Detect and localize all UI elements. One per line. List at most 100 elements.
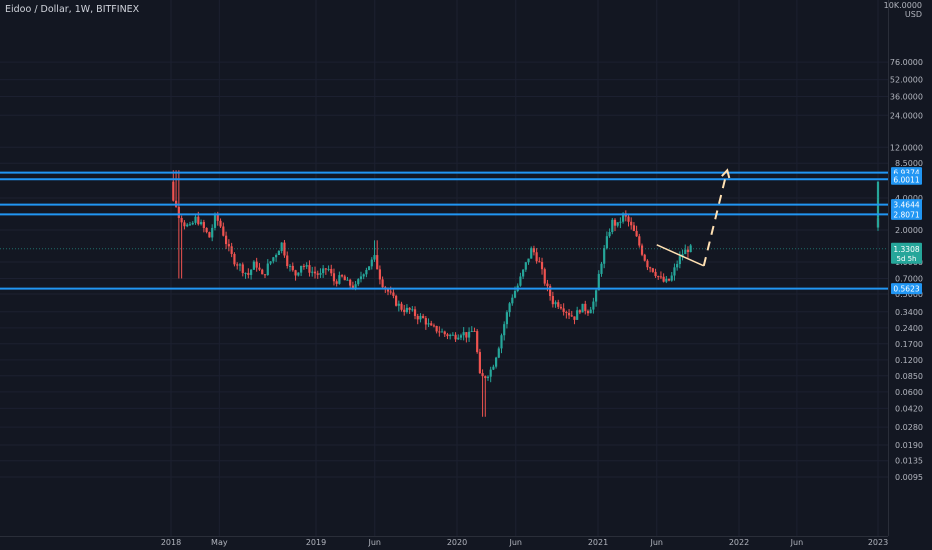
candle-body [511,297,514,304]
candle-body [324,268,327,270]
candle-body [665,278,668,282]
time-tick-label: Jun [790,538,804,547]
candle-body [213,214,217,228]
horizontal-levels[interactable] [0,171,888,290]
candle-body [389,291,392,293]
candle-body [551,296,554,305]
candle-body [194,216,197,223]
candle-body [340,275,344,277]
candle-body [381,279,384,288]
candle-body [403,309,406,313]
drawings[interactable] [656,168,731,267]
candle-body [332,273,336,282]
candle-body [557,302,560,307]
candle-body [236,264,239,266]
time-tick-label: 2022 [729,538,749,547]
candle-body [470,330,473,332]
candle-body [478,352,481,374]
candle-body [411,309,414,311]
candle-body [540,262,544,270]
last-price-badge [891,242,922,264]
candle-body [459,335,463,338]
price-tick-label: 8.5000 [895,159,923,168]
candle-body [172,181,175,201]
candle-body [202,222,205,228]
candle-body [432,325,436,327]
candle-body [424,318,427,325]
chart-grid [0,0,888,536]
price-tick-label: 0.1700 [895,340,923,349]
candle-body [219,220,222,227]
price-tick-label: 0.0190 [895,441,923,450]
candle-body [305,265,308,267]
candle-body [373,255,376,260]
candle-body [446,334,449,337]
candle-body [208,232,211,238]
level-price-text: 6.9374 [893,169,919,178]
time-tick-label: Jun [509,538,523,547]
candle-body [605,236,608,249]
price-tick-label: 0.7000 [895,274,923,283]
time-tick-label: 2018 [161,538,181,547]
candles [172,170,880,417]
candle-body [186,224,189,227]
candle-body [530,248,533,259]
candle-body [277,251,280,256]
candle-body [619,221,622,223]
candle-body [408,307,411,310]
candle-body [343,276,346,281]
level-price-badge [891,283,922,295]
candle-body [224,235,228,245]
candle-body [395,295,398,306]
candle-body [327,268,330,270]
candle-body [503,324,506,336]
candle-body [576,310,579,320]
candle-body [519,276,522,286]
candle-body [422,315,425,319]
candle-body [640,245,644,255]
candle-body [222,226,225,236]
candle-body [570,315,573,317]
candle-body [346,279,349,281]
candle-body [291,265,294,271]
candle-body [535,252,538,262]
candle-body [283,242,286,256]
candle-body [603,248,606,264]
candle-body [649,267,652,269]
last-price-text: 1.3308 [893,245,919,254]
candle-body [876,217,880,228]
candle-body [349,279,352,286]
candle-body [876,197,880,218]
candle-body [654,271,657,277]
candle-body [643,254,646,261]
candle-body [451,334,454,336]
candle-body [359,276,363,280]
candle-body [297,272,300,276]
candle-body [435,325,438,332]
time-axis[interactable]: 2018 May 2019 Jun 2020 Jun 2021 Jun 2022 Jun 2023 [0,536,888,548]
candle-body [230,246,233,254]
candle-body [211,227,214,238]
candle-body [367,266,371,270]
candle-body [311,271,314,273]
candle-body [199,222,203,225]
candle-body [494,357,498,367]
candle-body [252,261,255,270]
time-tick-label: May [211,538,228,547]
price-tick-label: 0.0135 [895,457,923,466]
candle-body [255,261,258,268]
price-tick-label: 0.0600 [895,388,923,397]
candle-body [294,270,297,276]
candle-body [244,272,247,274]
candle-body [681,254,684,257]
chart-title: Eidoo / Dollar, 1W, BITFINEX [5,4,140,15]
time-tick-label: 2021 [588,538,608,547]
candle-body [386,288,390,292]
projection-arrowhead [721,168,731,179]
candle-body [335,281,338,284]
candle-body [313,271,317,274]
